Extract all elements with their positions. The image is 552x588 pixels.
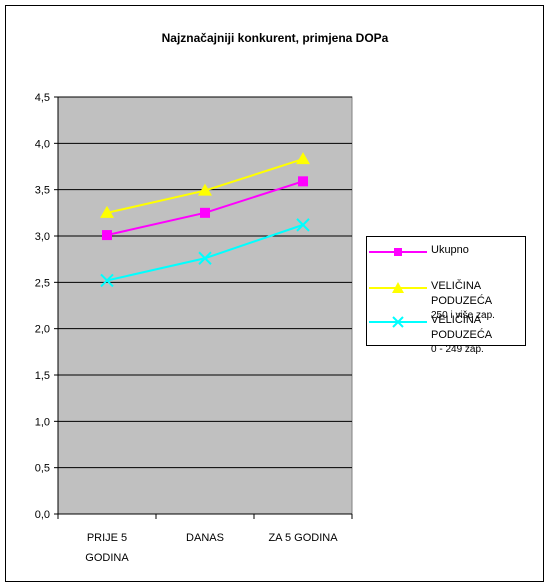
data-point bbox=[198, 251, 212, 265]
legend-label-line2: 0 - 249 zap. bbox=[431, 344, 484, 355]
gridlines bbox=[58, 96, 352, 469]
y-tick-label: 2,0 bbox=[35, 324, 50, 336]
x-marker-icon bbox=[392, 316, 404, 328]
legend-label: VELIČINA PODUZEĆA 250 i više zap. bbox=[431, 279, 525, 323]
data-point bbox=[102, 230, 112, 241]
legend-label-line1: VELIČINA PODUZEĆA bbox=[431, 280, 493, 307]
data-point bbox=[100, 273, 114, 288]
y-tick-label: 2,5 bbox=[35, 277, 50, 289]
y-tick-label: 0,0 bbox=[35, 509, 50, 521]
y-tick-label: 1,5 bbox=[35, 370, 50, 382]
plot-area bbox=[57, 96, 353, 515]
y-tick-label: 3,0 bbox=[35, 231, 50, 243]
legend-item-ukupno: Ukupno bbox=[367, 239, 525, 275]
y-tick-label: 4,0 bbox=[35, 138, 50, 150]
legend-label-line1: VELIČINA PODUZEĆA bbox=[431, 314, 493, 341]
legend-item-250-plus: VELIČINA PODUZEĆA 250 i više zap. bbox=[367, 275, 525, 321]
series-layer bbox=[100, 152, 310, 288]
legend-item-0-249: VELIČINA PODUZEĆA 0 - 249 zap. bbox=[367, 309, 525, 355]
data-point bbox=[298, 176, 308, 187]
data-point bbox=[198, 183, 212, 196]
data-point bbox=[296, 218, 310, 232]
legend-swatch-250-plus bbox=[369, 282, 427, 293]
triangle-marker-icon bbox=[392, 282, 404, 293]
data-point bbox=[100, 205, 114, 218]
chart-title: Najznačajniji konkurent, primjena DOPa bbox=[162, 31, 389, 45]
square-marker-icon bbox=[394, 248, 402, 256]
legend-swatch-0-249 bbox=[369, 316, 427, 328]
x-tick-label: ZA 5 GODINA bbox=[268, 532, 338, 544]
y-tick-label: 4,5 bbox=[35, 92, 50, 104]
legend-label-line2: 250 i više zap. bbox=[431, 310, 495, 321]
legend: Ukupno VELIČINA PODUZEĆA 250 i više zap.… bbox=[366, 236, 526, 355]
x-tick-label: DANAS bbox=[186, 532, 224, 544]
legend-label: Ukupno bbox=[431, 243, 469, 258]
legend-swatch-ukupno bbox=[369, 248, 427, 256]
legend-label: VELIČINA PODUZEĆA 0 - 249 zap. bbox=[431, 313, 525, 357]
y-tick-label: 1,0 bbox=[35, 416, 50, 428]
y-tick-label: 0,5 bbox=[35, 463, 50, 475]
data-point bbox=[200, 207, 210, 218]
axes: 0,0 0,5 1,0 1,5 2,0 2,5 3,0 3,5 4,0 4,5 PRIJE 5 GOD… bbox=[35, 92, 353, 564]
x-tick-label: GODINA bbox=[85, 552, 129, 564]
legend-label-line1: Ukupno bbox=[431, 244, 469, 256]
data-point bbox=[296, 152, 310, 165]
y-tick-label: 3,5 bbox=[35, 185, 50, 197]
x-tick-label: PRIJE 5 bbox=[87, 532, 127, 544]
